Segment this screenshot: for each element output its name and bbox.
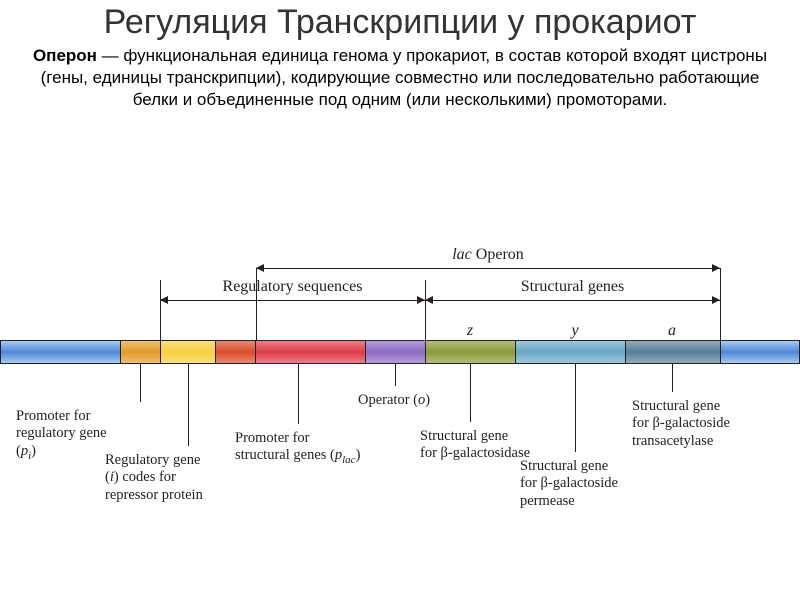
dna-segment-pi — [120, 340, 160, 364]
lac-operon-diagram: DNA lac OperonRegulatory sequencesStruct… — [0, 240, 800, 600]
dna-segment-lead-in — [0, 340, 120, 364]
top-brackets: lac Operon Regulatory sequences Structural… — [0, 240, 800, 340]
callout-3: Operator (o) — [358, 392, 478, 409]
dna-segment-z — [425, 340, 515, 364]
regulatory-seq-bracket: Regulatory sequences — [223, 278, 363, 296]
callout-2: Promoter forstructural genes (plac) — [235, 430, 400, 467]
definition-term: Оперон — [33, 46, 97, 65]
structural-genes-bracket: Structural genes — [521, 278, 625, 296]
dna-segment-i-gene — [160, 340, 215, 364]
dna-segment-plac — [215, 340, 255, 364]
dna-segment-y — [515, 340, 625, 364]
definition-text: — функциональная единица генома у прокар… — [41, 46, 767, 109]
dna-segment-operator — [365, 340, 425, 364]
callout-5: Structural genefor β-galactosidepermease — [520, 458, 690, 510]
callout-1: Regulatory gene(i) codes forrepressor pr… — [105, 452, 255, 504]
page-title: Регуляция Транскрипции у прокариот — [0, 0, 800, 41]
dna-segment-a — [625, 340, 720, 364]
callout-6: Structural genefor β-galactosidetransace… — [632, 398, 792, 450]
dna-segment-promoter2 — [255, 340, 365, 364]
gene-letter-a: a — [668, 322, 676, 340]
callout-group: Promoter forregulatory gene(pi)Regulator… — [0, 364, 800, 600]
gene-letter-z: z — [467, 322, 473, 340]
operon-definition: Оперон — функциональная единица генома у… — [0, 41, 800, 110]
gene-letter-y: y — [571, 322, 578, 340]
dna-strand — [0, 340, 800, 364]
lac-operon-bracket: lac Operon — [452, 246, 524, 264]
dna-segment-lead-out — [720, 340, 800, 364]
